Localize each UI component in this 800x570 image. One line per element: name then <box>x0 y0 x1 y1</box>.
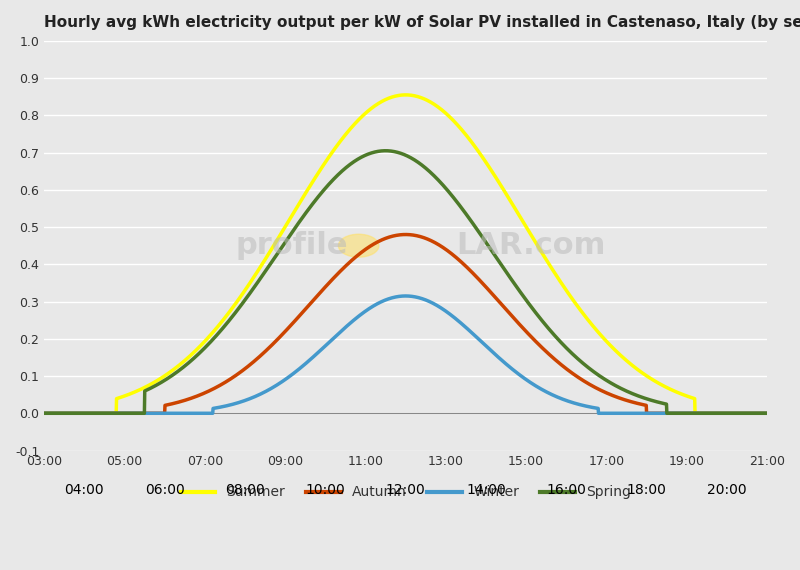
Spring <box>609 381 618 388</box>
Spring <box>381 147 390 154</box>
Autumn <box>762 410 772 417</box>
Line: Autumn: Autumn <box>44 234 767 413</box>
Legend: Summer, Autumn, Winter, Spring: Summer, Autumn, Winter, Spring <box>175 480 636 505</box>
Winter <box>391 294 401 300</box>
Spring <box>372 148 382 155</box>
Circle shape <box>338 234 379 257</box>
Winter <box>76 410 86 417</box>
Autumn <box>76 410 86 417</box>
Autumn <box>609 393 618 400</box>
Summer <box>39 410 49 417</box>
Text: Hourly avg kWh electricity output per kW of Solar PV installed in Castenaso, Ita: Hourly avg kWh electricity output per kW… <box>44 15 800 30</box>
Autumn <box>742 410 751 417</box>
Text: LAR.com: LAR.com <box>456 231 606 260</box>
Autumn <box>39 410 49 417</box>
Winter <box>742 410 751 417</box>
Autumn <box>372 239 382 246</box>
Autumn <box>391 232 401 239</box>
Winter <box>609 410 618 417</box>
Summer <box>742 410 751 417</box>
Text: profile: profile <box>235 231 348 260</box>
Line: Spring: Spring <box>44 150 767 413</box>
Winter <box>372 301 382 308</box>
Line: Winter: Winter <box>44 296 767 413</box>
Winter <box>39 410 49 417</box>
Spring <box>76 410 86 417</box>
Winter <box>401 292 410 299</box>
Line: Summer: Summer <box>44 95 767 413</box>
Summer <box>76 410 86 417</box>
Spring <box>762 410 772 417</box>
Summer <box>391 92 401 99</box>
Autumn <box>742 410 751 417</box>
Spring <box>742 410 751 417</box>
Spring <box>742 410 751 417</box>
Summer <box>401 91 410 98</box>
Spring <box>39 410 49 417</box>
Summer <box>742 410 751 417</box>
Summer <box>609 345 618 352</box>
Autumn <box>401 231 410 238</box>
Winter <box>742 410 751 417</box>
Spring <box>391 149 401 156</box>
Winter <box>762 410 772 417</box>
Summer <box>372 101 382 108</box>
Summer <box>762 410 772 417</box>
